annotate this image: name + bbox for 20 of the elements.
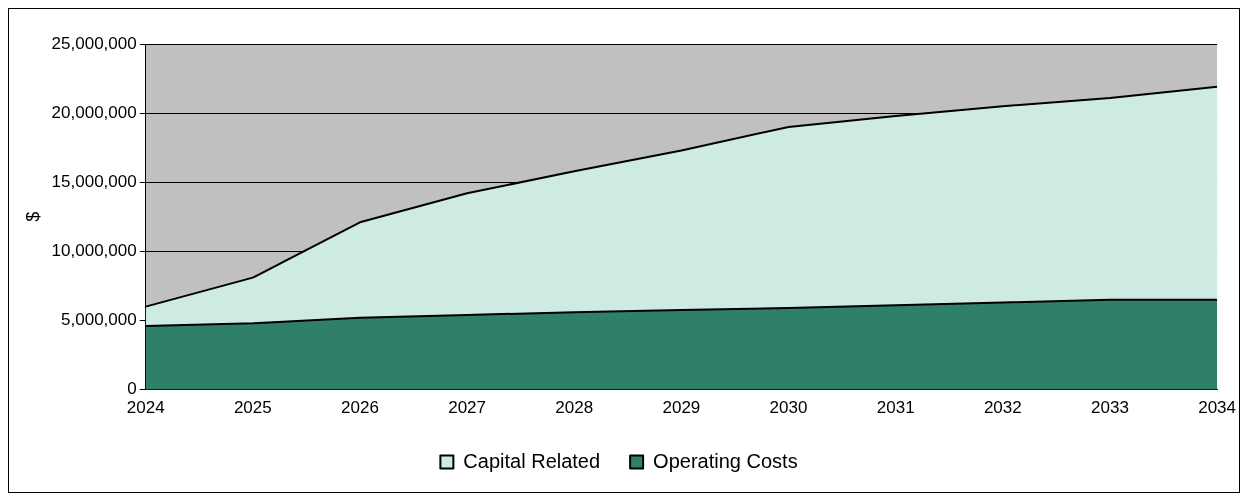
x-tick-label: 2028 xyxy=(555,398,594,418)
x-tick-label: 2029 xyxy=(662,398,701,418)
y-tick-label: 20,000,000 xyxy=(51,102,137,122)
legend-label: Operating Costs xyxy=(653,449,798,472)
y-tick-label: 0 xyxy=(127,379,137,399)
x-tick-label: 2027 xyxy=(448,398,487,418)
x-tick-label: 2025 xyxy=(233,398,272,418)
x-tick-label: 2030 xyxy=(769,398,808,418)
legend-label: Capital Related xyxy=(463,449,601,472)
y-axis-title: $ xyxy=(22,211,43,222)
x-tick-label: 2034 xyxy=(1198,398,1236,418)
x-tick-label: 2024 xyxy=(126,398,165,418)
y-tick-label: 10,000,000 xyxy=(51,241,137,261)
x-tick-label: 2033 xyxy=(1091,398,1129,418)
y-tick-label: 25,000,000 xyxy=(51,33,137,53)
y-tick-label: 15,000,000 xyxy=(51,171,137,191)
x-tick-label: 2031 xyxy=(876,398,915,418)
x-tick-label: 2032 xyxy=(983,398,1022,418)
x-tick-label: 2026 xyxy=(341,398,379,418)
y-tick-label: 5,000,000 xyxy=(61,310,137,330)
